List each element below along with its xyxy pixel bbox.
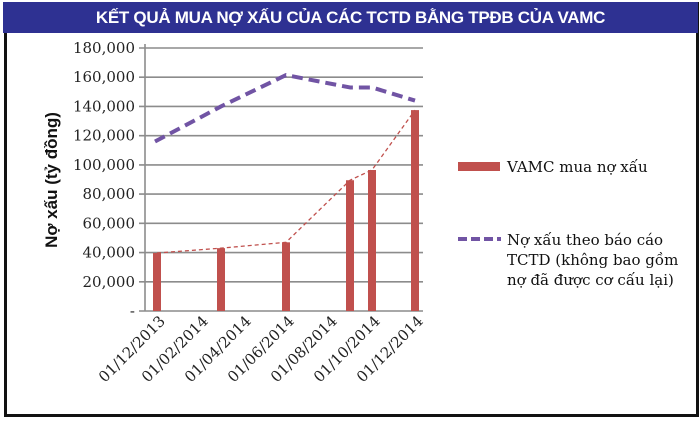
legend-label: Nợ xấu theo báo cáo xyxy=(507,231,663,249)
bar xyxy=(217,248,225,311)
bar xyxy=(346,180,354,311)
bar xyxy=(368,170,376,311)
y-tick-label: 140,000 xyxy=(73,97,135,115)
y-tick-label: - xyxy=(130,302,135,320)
bar-trendline xyxy=(156,109,416,254)
x-axis: 01/12/201301/02/201401/04/201401/06/2014… xyxy=(95,312,427,386)
y-tick-label: 60,000 xyxy=(83,214,136,232)
legend-label: nợ đã được cơ cấu lại) xyxy=(507,271,674,289)
legend-label: VAMC mua nợ xấu xyxy=(506,158,648,176)
bar xyxy=(153,252,161,311)
bar xyxy=(411,110,419,311)
y-tick-label: 120,000 xyxy=(73,127,135,145)
legend-swatch-bar xyxy=(458,162,500,171)
y-tick-label: 20,000 xyxy=(83,273,136,291)
y-tick-label: 100,000 xyxy=(73,156,135,174)
chart-title: KẾT QUẢ MUA NỢ XẤU CỦA CÁC TCTD BẰNG TPĐ… xyxy=(3,2,698,33)
y-axis-label: Nợ xấu (tỷ đồng) xyxy=(42,112,61,248)
bar-series xyxy=(153,110,419,311)
y-tick-label: 40,000 xyxy=(83,244,136,262)
line-series xyxy=(154,73,416,144)
bar xyxy=(282,242,290,311)
y-tick-label: 180,000 xyxy=(73,39,135,57)
chart-frame xyxy=(4,2,699,417)
legend: VAMC mua nợ xấu Nợ xấu theo báo cáo TCTD (… xyxy=(458,158,678,289)
y-tick-label: 160,000 xyxy=(73,68,135,86)
legend-label: TCTD (không bao gồm xyxy=(507,251,678,269)
gridlines xyxy=(139,47,423,312)
y-axis: - 20,000 40,000 60,000 80,000 100,000 120,000 1… xyxy=(73,39,146,320)
y-tick-label: 80,000 xyxy=(83,185,136,203)
